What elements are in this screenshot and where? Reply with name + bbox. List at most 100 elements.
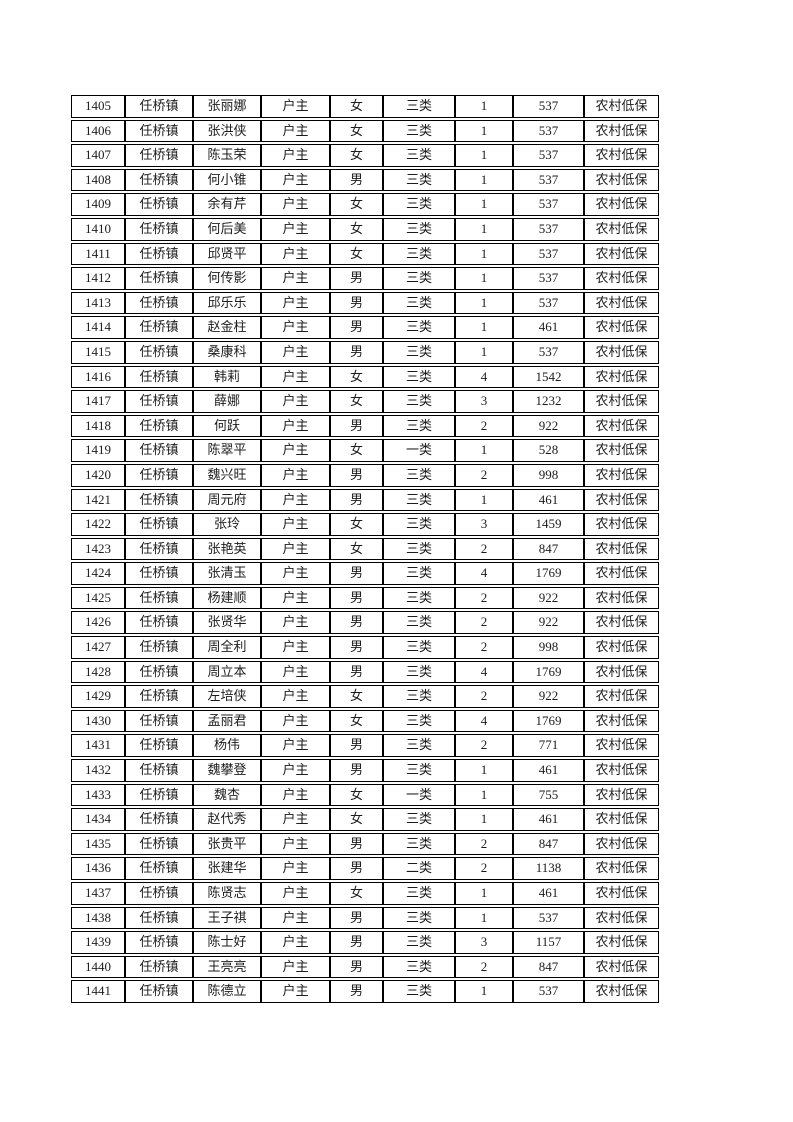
serial-cell: 1406 — [71, 119, 125, 143]
town-cell: 任桥镇 — [125, 365, 193, 389]
table-row: 1408 任桥镇 何小锥 户主男三类 1 537 农村低保 — [71, 168, 659, 192]
relation-cell: 户主 — [261, 119, 330, 143]
town-cell: 任桥镇 — [125, 685, 193, 708]
amount-cell: 847 — [513, 537, 584, 561]
table-row: 1433 任桥镇 魏杏 户主女一类 1 755 农村低保 — [71, 783, 659, 807]
name-cell: 邱乐乐 — [193, 291, 261, 315]
table-row: 1431 任桥镇 杨伟 户主男三类 2 771 农村低保 — [71, 734, 659, 758]
type-cell: 农村低保 — [584, 857, 659, 880]
gender-cell: 男 — [330, 857, 383, 880]
gender-cell: 男 — [330, 267, 383, 290]
table-row: 1418 任桥镇 何跃 户主男三类 2 922 农村低保 — [71, 414, 659, 438]
count-cell: 1 — [455, 759, 513, 782]
name-cell: 张贵平 — [193, 832, 261, 856]
town-cell: 任桥镇 — [125, 488, 193, 512]
serial-cell: 1432 — [71, 759, 125, 782]
table-row: 1429 任桥镇 左培侠 户主女三类 2 922 农村低保 — [71, 685, 659, 708]
category-cell: 三类 — [383, 242, 455, 266]
name-cell: 王亮亮 — [193, 955, 261, 979]
category-cell: 三类 — [383, 734, 455, 758]
name-cell: 张洪侠 — [193, 119, 261, 143]
serial-cell: 1434 — [71, 808, 125, 831]
gender-cell: 女 — [330, 365, 383, 389]
table-row: 1424 任桥镇 张清玉 户主男三类 4 1769 农村低保 — [71, 562, 659, 585]
serial-cell: 1415 — [71, 340, 125, 364]
amount-cell: 922 — [513, 611, 584, 635]
amount-cell: 998 — [513, 636, 584, 659]
benefits-table: 1405 任桥镇 张丽娜 户主女三类 1 537 农村低保 1406 任桥镇 张洪侠 户主女三类 1 5… — [71, 93, 659, 1005]
name-cell: 赵代秀 — [193, 808, 261, 831]
gender-cell: 男 — [330, 832, 383, 856]
count-cell: 1 — [455, 193, 513, 216]
town-cell: 任桥镇 — [125, 759, 193, 782]
serial-cell: 1418 — [71, 414, 125, 438]
type-cell: 农村低保 — [584, 537, 659, 561]
category-cell: 一类 — [383, 439, 455, 462]
serial-cell: 1422 — [71, 513, 125, 536]
count-cell: 2 — [455, 586, 513, 610]
serial-cell: 1408 — [71, 168, 125, 192]
amount-cell: 537 — [513, 217, 584, 241]
relation-cell: 户主 — [261, 857, 330, 880]
amount-cell: 847 — [513, 955, 584, 979]
count-cell: 1 — [455, 488, 513, 512]
count-cell: 1 — [455, 242, 513, 266]
amount-cell: 537 — [513, 95, 584, 118]
type-cell: 农村低保 — [584, 562, 659, 585]
serial-cell: 1425 — [71, 586, 125, 610]
category-cell: 三类 — [383, 759, 455, 782]
name-cell: 何跃 — [193, 414, 261, 438]
town-cell: 任桥镇 — [125, 390, 193, 413]
category-cell: 三类 — [383, 414, 455, 438]
table-row: 1432 任桥镇 魏攀登 户主男三类 1 461 农村低保 — [71, 759, 659, 782]
gender-cell: 男 — [330, 611, 383, 635]
table-row: 1420 任桥镇 魏兴旺 户主男三类 2 998 农村低保 — [71, 463, 659, 487]
relation-cell: 户主 — [261, 931, 330, 954]
table-row: 1416 任桥镇 韩莉 户主女三类 4 1542 农村低保 — [71, 365, 659, 389]
name-cell: 赵金柱 — [193, 316, 261, 339]
name-cell: 杨伟 — [193, 734, 261, 758]
category-cell: 三类 — [383, 144, 455, 167]
town-cell: 任桥镇 — [125, 611, 193, 635]
town-cell: 任桥镇 — [125, 95, 193, 118]
gender-cell: 女 — [330, 537, 383, 561]
type-cell: 农村低保 — [584, 611, 659, 635]
serial-cell: 1407 — [71, 144, 125, 167]
table-row: 1414 任桥镇 赵金柱 户主男三类 1 461 农村低保 — [71, 316, 659, 339]
town-cell: 任桥镇 — [125, 882, 193, 905]
gender-cell: 女 — [330, 193, 383, 216]
table-row: 1405 任桥镇 张丽娜 户主女三类 1 537 农村低保 — [71, 95, 659, 118]
serial-cell: 1440 — [71, 955, 125, 979]
category-cell: 三类 — [383, 980, 455, 1003]
type-cell: 农村低保 — [584, 119, 659, 143]
relation-cell: 户主 — [261, 537, 330, 561]
amount-cell: 537 — [513, 291, 584, 315]
amount-cell: 922 — [513, 586, 584, 610]
name-cell: 左培侠 — [193, 685, 261, 708]
table-row: 1430 任桥镇 孟丽君 户主女三类 4 1769 农村低保 — [71, 709, 659, 733]
relation-cell: 户主 — [261, 217, 330, 241]
table-row: 1407 任桥镇 陈玉荣 户主女三类 1 537 农村低保 — [71, 144, 659, 167]
category-cell: 三类 — [383, 660, 455, 684]
count-cell: 1 — [455, 217, 513, 241]
table-row: 1440 任桥镇 王亮亮 户主男三类 2 847 农村低保 — [71, 955, 659, 979]
amount-cell: 461 — [513, 759, 584, 782]
relation-cell: 户主 — [261, 95, 330, 118]
amount-cell: 537 — [513, 242, 584, 266]
type-cell: 农村低保 — [584, 759, 659, 782]
type-cell: 农村低保 — [584, 882, 659, 905]
amount-cell: 537 — [513, 267, 584, 290]
name-cell: 何小锥 — [193, 168, 261, 192]
table-row: 1436 任桥镇 张建华 户主男二类 2 1138 农村低保 — [71, 857, 659, 880]
category-cell: 三类 — [383, 636, 455, 659]
gender-cell: 男 — [330, 586, 383, 610]
gender-cell: 女 — [330, 709, 383, 733]
type-cell: 农村低保 — [584, 636, 659, 659]
gender-cell: 男 — [330, 291, 383, 315]
amount-cell: 922 — [513, 685, 584, 708]
town-cell: 任桥镇 — [125, 857, 193, 880]
count-cell: 2 — [455, 955, 513, 979]
gender-cell: 男 — [330, 168, 383, 192]
type-cell: 农村低保 — [584, 144, 659, 167]
town-cell: 任桥镇 — [125, 414, 193, 438]
